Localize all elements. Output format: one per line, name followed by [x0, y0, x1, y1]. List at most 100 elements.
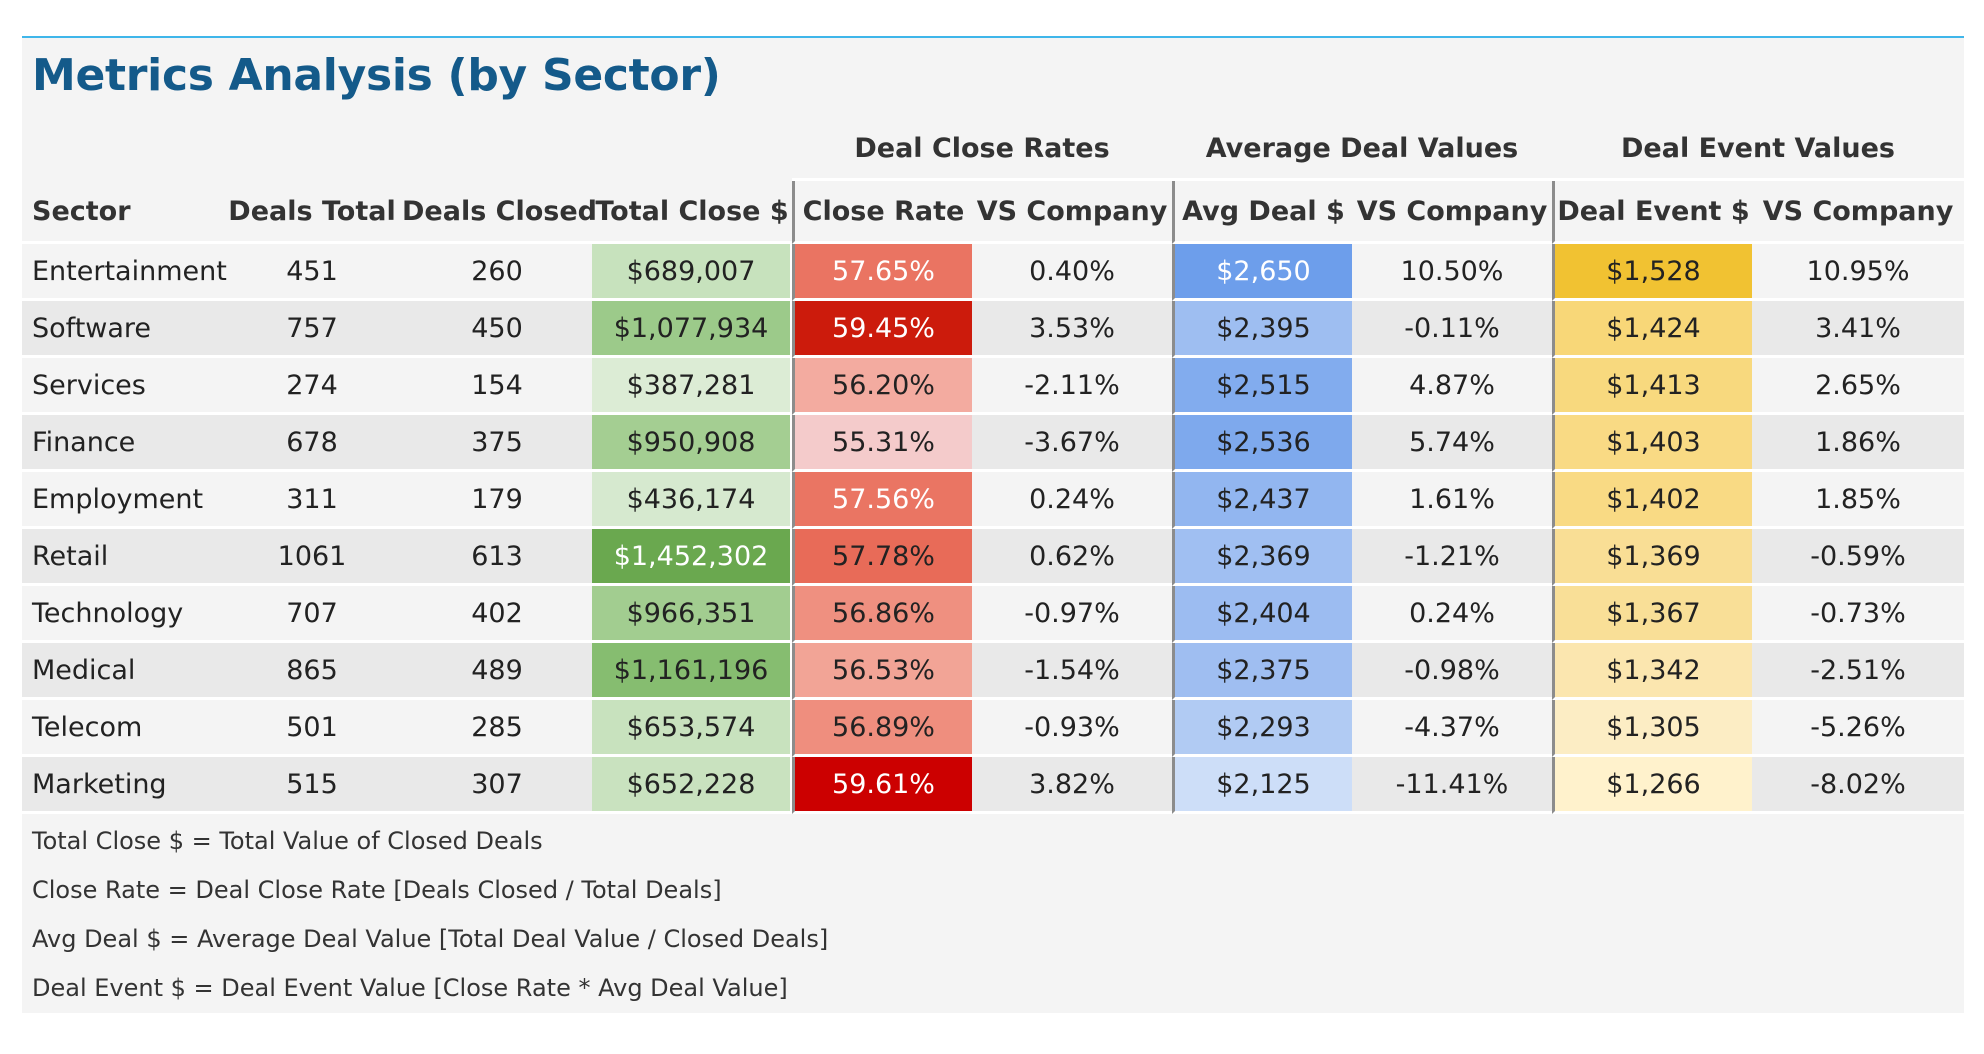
cell-deals-closed: 613 [402, 529, 592, 586]
table-row: Medical 865 489 $1,161,196 56.53% -1.54% $2,37… [22, 643, 1965, 700]
cell-deal-event: $1,342 [1552, 643, 1752, 700]
cell-close-rate: 59.61% [792, 757, 972, 814]
cell-deals-closed: 489 [402, 643, 592, 700]
cell-deal-event: $1,305 [1552, 700, 1752, 757]
cell-deals-total: 501 [222, 700, 402, 757]
cell-sector: Employment [22, 472, 222, 529]
cell-total-close: $966,351 [592, 586, 792, 643]
cell-close-rate: 57.78% [792, 529, 972, 586]
cell-close-rate: 56.89% [792, 700, 972, 757]
footnote-deal-event: Deal Event $ = Deal Event Value [Close R… [32, 974, 788, 1002]
cell-close-rate: 57.56% [792, 472, 972, 529]
cell-deals-closed: 307 [402, 757, 592, 814]
metrics-panel: Metrics Analysis (by Sector) Deal Close … [22, 36, 1965, 1013]
cell-vs-company-event: -8.02% [1752, 757, 1965, 814]
cell-vs-company-avg: -0.98% [1352, 643, 1552, 700]
table-row: Technology 707 402 $966,351 56.86% -0.97% $2,4… [22, 586, 1965, 643]
cell-vs-company-close: 0.62% [972, 529, 1172, 586]
cell-deals-total: 274 [222, 358, 402, 415]
table-row: Marketing 515 307 $652,228 59.61% 3.82% $2,125… [22, 757, 1965, 814]
cell-vs-company-event: 10.95% [1752, 244, 1965, 301]
column-header-deals-closed: Deals Closed [402, 181, 597, 244]
cell-sector: Marketing [22, 757, 222, 814]
group-header-spacer [22, 118, 792, 181]
cell-avg-deal: $2,515 [1172, 358, 1352, 415]
cell-deals-closed: 179 [402, 472, 592, 529]
cell-deal-event: $1,367 [1552, 586, 1752, 643]
column-header-close-rate: Close Rate [792, 181, 972, 244]
cell-vs-company-avg: 5.74% [1352, 415, 1552, 472]
cell-close-rate: 57.65% [792, 244, 972, 301]
cell-deals-total: 865 [222, 643, 402, 700]
cell-deals-total: 1061 [222, 529, 402, 586]
cell-vs-company-close: 0.24% [972, 472, 1172, 529]
table-row: Employment 311 179 $436,174 57.56% 0.24% $2,43… [22, 472, 1965, 529]
cell-vs-company-avg: -11.41% [1352, 757, 1552, 814]
cell-avg-deal: $2,650 [1172, 244, 1352, 301]
cell-vs-company-event: -2.51% [1752, 643, 1965, 700]
cell-deal-event: $1,369 [1552, 529, 1752, 586]
cell-vs-company-event: 1.86% [1752, 415, 1965, 472]
cell-deals-total: 451 [222, 244, 402, 301]
footnote-total-close: Total Close $ = Total Value of Closed De… [32, 827, 543, 855]
cell-deals-closed: 375 [402, 415, 592, 472]
table-row: Retail 1061 613 $1,452,302 57.78% 0.62% $2,369… [22, 529, 1965, 586]
cell-deal-event: $1,403 [1552, 415, 1752, 472]
cell-sector: Services [22, 358, 222, 415]
cell-sector: Software [22, 301, 222, 358]
cell-vs-company-close: -2.11% [972, 358, 1172, 415]
cell-avg-deal: $2,536 [1172, 415, 1352, 472]
cell-vs-company-avg: 1.61% [1352, 472, 1552, 529]
column-header-sector: Sector [22, 181, 222, 244]
cell-total-close: $436,174 [592, 472, 792, 529]
cell-vs-company-close: -0.93% [972, 700, 1172, 757]
cell-deal-event: $1,424 [1552, 301, 1752, 358]
column-header-avg-deal: Avg Deal $ [1172, 181, 1352, 244]
cell-sector: Retail [22, 529, 222, 586]
cell-vs-company-avg: 10.50% [1352, 244, 1552, 301]
cell-avg-deal: $2,293 [1172, 700, 1352, 757]
group-header-avg-values: Average Deal Values [1172, 118, 1552, 181]
cell-close-rate: 56.20% [792, 358, 972, 415]
cell-deal-event: $1,266 [1552, 757, 1752, 814]
cell-avg-deal: $2,404 [1172, 586, 1352, 643]
cell-vs-company-close: -0.97% [972, 586, 1172, 643]
cell-vs-company-avg: 0.24% [1352, 586, 1552, 643]
cell-avg-deal: $2,395 [1172, 301, 1352, 358]
cell-vs-company-event: -0.59% [1752, 529, 1965, 586]
cell-deal-event: $1,413 [1552, 358, 1752, 415]
cell-vs-company-avg: -4.37% [1352, 700, 1552, 757]
cell-deals-total: 678 [222, 415, 402, 472]
cell-sector: Finance [22, 415, 222, 472]
table-row: Finance 678 375 $950,908 55.31% -3.67% $2,536 5… [22, 415, 1965, 472]
cell-total-close: $1,077,934 [592, 301, 792, 358]
cell-deals-closed: 402 [402, 586, 592, 643]
cell-vs-company-avg: -0.11% [1352, 301, 1552, 358]
column-header-row: Sector Deals Total Deals Closed Total Cl… [22, 181, 1965, 244]
cell-deal-event: $1,528 [1552, 244, 1752, 301]
cell-vs-company-event: 1.85% [1752, 472, 1965, 529]
cell-vs-company-close: 0.40% [972, 244, 1172, 301]
cell-deals-total: 757 [222, 301, 402, 358]
cell-vs-company-close: 3.82% [972, 757, 1172, 814]
cell-total-close: $653,574 [592, 700, 792, 757]
cell-sector: Entertainment [22, 244, 227, 301]
cell-avg-deal: $2,437 [1172, 472, 1352, 529]
cell-deals-total: 515 [222, 757, 402, 814]
cell-vs-company-event: 3.41% [1752, 301, 1965, 358]
column-header-deal-event: Deal Event $ [1552, 181, 1752, 244]
cell-deal-event: $1,402 [1552, 472, 1752, 529]
cell-total-close: $1,452,302 [592, 529, 792, 586]
cell-vs-company-avg: 4.87% [1352, 358, 1552, 415]
footnote-avg-deal: Avg Deal $ = Average Deal Value [Total D… [32, 925, 829, 953]
cell-total-close: $652,228 [592, 757, 792, 814]
cell-total-close: $1,161,196 [592, 643, 792, 700]
column-header-vs-company-avg: VS Company [1352, 181, 1552, 244]
footnote-close-rate: Close Rate = Deal Close Rate [Deals Clos… [32, 876, 722, 904]
cell-vs-company-close: -1.54% [972, 643, 1172, 700]
table-row: Software 757 450 $1,077,934 59.45% 3.53% $2,39… [22, 301, 1965, 358]
table-row: Services 274 154 $387,281 56.20% -2.11% $2,515… [22, 358, 1965, 415]
cell-close-rate: 56.86% [792, 586, 972, 643]
cell-deals-closed: 260 [402, 244, 592, 301]
cell-deals-total: 311 [222, 472, 402, 529]
